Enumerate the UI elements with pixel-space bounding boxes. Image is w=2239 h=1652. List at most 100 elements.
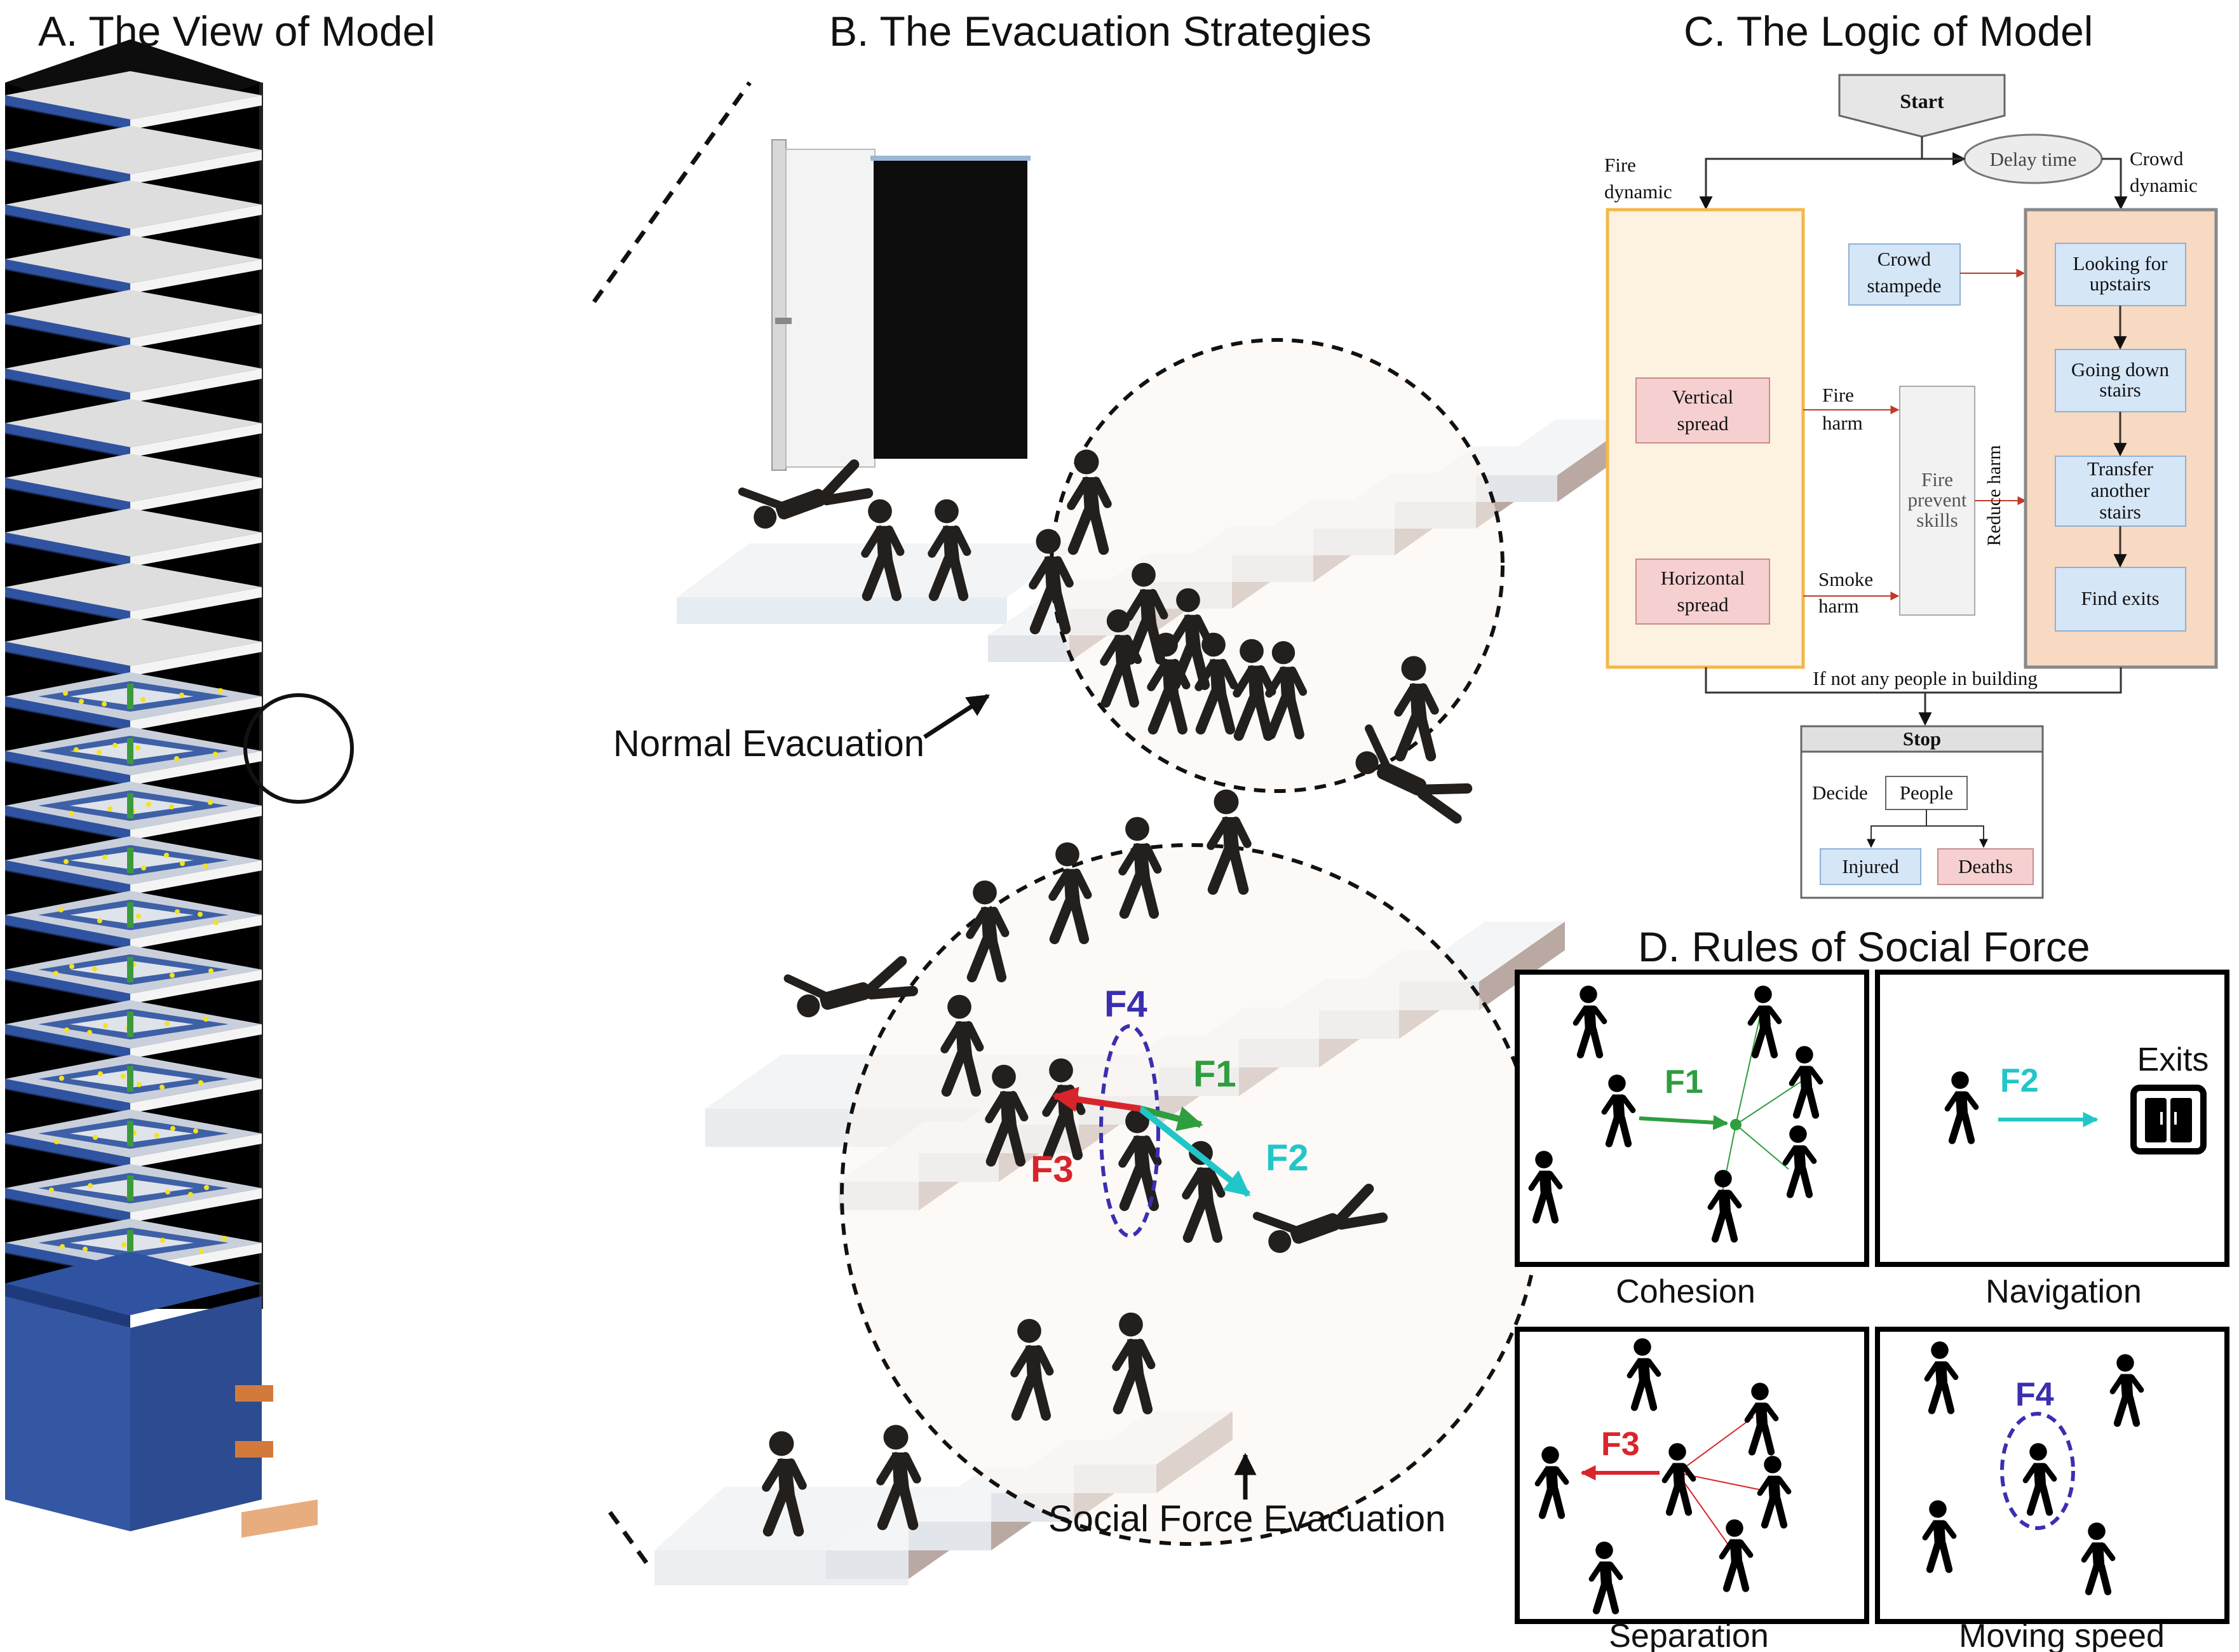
d-f4-ellipse [2000,1412,2075,1530]
occupant-dot [121,1242,126,1247]
floor-top [5,235,262,283]
fallen-body [820,982,871,1010]
stair-core [127,684,133,709]
floor-side-left [5,423,130,457]
floor-edge [4,433,131,458]
b-f2-label: F2 [1266,1137,1309,1179]
fallen-leg [1336,1212,1388,1230]
occupant-dot [164,853,169,858]
floor-top [5,344,262,393]
floor-slab [4,180,262,240]
delay-time-label: Delay time [1990,148,2077,170]
floor-slab [4,71,262,130]
occupant-dot [64,1027,69,1032]
zoom-line-top [592,81,752,304]
f1-arrow [1139,1106,1203,1132]
occupant-dot [53,971,58,976]
floor-side-left [5,478,130,512]
to-deaths-arrow [1926,825,1988,848]
panel-b-title: B. The Evacuation Strategies [829,8,1372,55]
occupant-dot [208,968,213,973]
fallen-head [797,994,820,1018]
stair-core [127,1012,133,1037]
zoom-line-bottom [608,1510,653,1571]
floor-side-right [130,423,262,457]
going-down-label: Going down stairs [2071,358,2170,401]
floor-side-right [130,478,262,512]
smoke-harm-label: Smoke harm [1818,568,1873,617]
fire-prevent-box [1899,386,1975,616]
floor-side-left [5,95,130,130]
fallen-arm [1252,1212,1301,1235]
f3-arrow [1052,1087,1141,1113]
start-label: Start [1900,90,1944,112]
occupant-dot [102,855,107,860]
fallen-leg [866,985,918,999]
normal-evacuation-label: Normal Evacuation [613,723,924,764]
floor-side-right [130,205,262,239]
floor-edge [4,815,131,841]
occupant-dot [204,1185,209,1190]
find-exits-label: Find exits [2081,587,2159,609]
floor-edge [4,542,131,567]
fire-dynamic-label: Fire dynamic [1604,154,1672,203]
stair-riser [909,1522,991,1550]
floor-slab [4,126,262,185]
door-handle [775,318,792,324]
floor-side-left [5,751,130,785]
fallen-arm [1365,724,1391,771]
occupant-dot [102,701,107,707]
evacuees [738,450,1473,1532]
occupant-dot [154,1133,159,1138]
deaths-label: Deaths [1958,855,2013,877]
floor-slab [4,727,262,786]
floor-edge [4,487,131,513]
floor-slab [4,235,262,294]
occupant-dot [63,691,68,696]
stair-core [127,848,133,873]
floor-side-left [5,970,130,1004]
door-leaf [785,149,876,468]
top-landing-front [677,597,1007,624]
occupant-dot [92,966,97,972]
floor-edge [4,159,131,185]
floor-top [5,618,262,666]
f2-arrow [1138,1106,1251,1197]
occupant-dot [88,1183,93,1188]
stair-tread [1476,419,1637,475]
looking-upstairs-box [2055,243,2186,306]
floor-slab [4,1000,262,1059]
occupant-dot [58,907,64,912]
occupant-dot [165,1021,170,1026]
cohesion-center [1730,1119,1742,1130]
occupant-dot [146,802,151,807]
floor-edge [4,378,131,403]
social-force-label: Social Force Evacuation [1048,1498,1445,1540]
occupant-dot [198,1080,203,1085]
occupant-dot [54,1139,59,1144]
floor-side-right [130,915,262,949]
floor-side-right [130,259,262,294]
fallen-leg [821,488,874,506]
people-label: People [1900,782,1953,804]
zoom-circle [243,693,354,804]
occupant-dot [79,699,84,704]
injured-label: Injured [1842,855,1899,877]
d-f1-label: F1 [1665,1064,1703,1100]
occupant-dot [59,1076,64,1081]
floor-edge [4,323,131,349]
fire-branch-line [1705,158,1965,210]
occupant-dot [83,1247,88,1252]
floor-edge [4,870,131,895]
panel-c: C. The Logic of Model Start Delay time F… [1604,8,2218,899]
floor-slab [4,672,262,731]
occupant-dot [98,1071,103,1076]
occupant-dot [193,1128,198,1134]
fire-harm-label: Fire harm [1822,384,1863,434]
floor-edge [4,761,131,786]
floor-edge [4,269,131,294]
occupant-dot [107,806,112,811]
door-top [870,156,1031,161]
fallen-leg [1417,789,1462,824]
stair-core [127,1175,133,1201]
